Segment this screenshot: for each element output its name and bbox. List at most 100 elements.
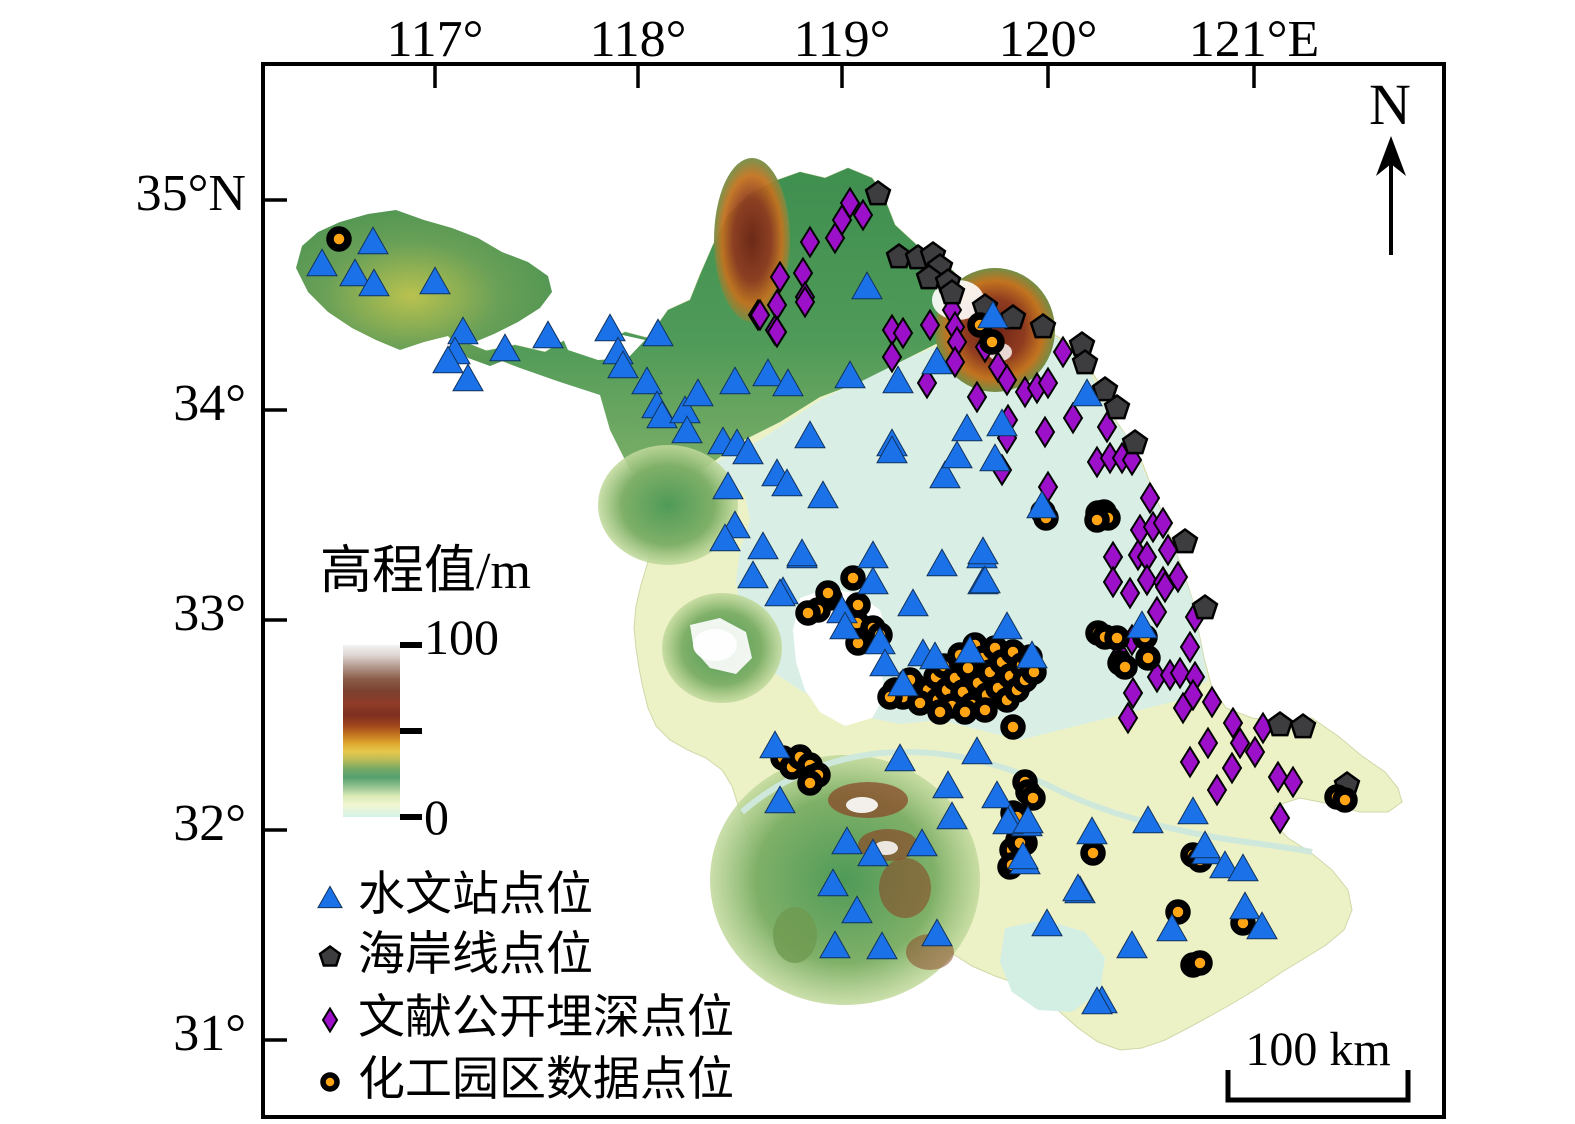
lat-label-31: 31° xyxy=(173,1005,246,1062)
map-frame xyxy=(261,62,1446,1119)
hydro-station-marker xyxy=(719,366,751,395)
hydro-station-marker xyxy=(764,785,796,814)
legend-item-literature-depth: 文献公开埋深点位 xyxy=(358,992,734,1044)
hydro-station-marker xyxy=(712,471,744,500)
literature-depth-marker xyxy=(1136,563,1158,597)
coastline-marker xyxy=(915,263,943,290)
legend-item-coastline: 海岸线点位 xyxy=(358,929,593,981)
coastline-marker xyxy=(1191,593,1219,620)
hydro-station-marker xyxy=(1132,805,1164,834)
hydro-station-marker xyxy=(992,806,1024,835)
gaoyou-lake xyxy=(690,618,752,674)
hydro-station-marker xyxy=(876,435,908,464)
coastline-marker xyxy=(1289,712,1317,739)
hydro-station-marker xyxy=(929,460,961,489)
hydro-station-marker xyxy=(1227,853,1259,882)
hydro-station-marker xyxy=(817,868,849,897)
hydro-station-marker xyxy=(772,368,804,397)
literature-depth-marker xyxy=(1229,726,1251,760)
hydro-station-marker xyxy=(941,440,973,469)
literature-depth-marker xyxy=(799,225,821,259)
literature-depth-marker xyxy=(824,221,846,255)
hydro-station-marker xyxy=(969,565,1001,594)
literature-depth-marker xyxy=(1034,415,1056,449)
lon-label-118: 118° xyxy=(589,11,687,68)
literature-depth-marker xyxy=(966,380,988,414)
chemical-park-marker xyxy=(979,329,1005,355)
lon-label-117: 117° xyxy=(386,11,484,68)
hydro-station-marker xyxy=(631,366,663,395)
hydro-station-marker xyxy=(759,730,791,759)
hydro-station-marker xyxy=(906,828,938,857)
literature-depth-marker xyxy=(1179,630,1201,664)
chemical-park-marker xyxy=(1112,654,1138,680)
hydro-station-marker xyxy=(882,365,914,394)
legend-diamond-icon xyxy=(321,1006,339,1034)
hydro-station-marker xyxy=(306,248,338,277)
hydro-station-marker xyxy=(951,413,983,442)
hydro-station-marker xyxy=(1177,796,1209,825)
literature-depth-marker xyxy=(881,340,903,374)
hydro-station-marker xyxy=(961,736,993,765)
literature-depth-marker xyxy=(1146,595,1168,629)
coastline-marker xyxy=(999,303,1027,330)
lat-label-34: 34° xyxy=(173,375,246,432)
hydro-stations-layer xyxy=(306,226,1278,1015)
hydro-station-marker xyxy=(1116,930,1148,959)
hydro-station-marker xyxy=(977,300,1009,329)
literature-depth-marker xyxy=(1172,691,1194,725)
legend-circle-icon xyxy=(320,1072,340,1092)
hydro-station-marker xyxy=(819,930,851,959)
hydro-station-marker xyxy=(682,378,714,407)
literature-depth-marker xyxy=(1157,533,1179,567)
north-green-band xyxy=(480,168,998,482)
hydro-station-marker xyxy=(1007,841,1039,870)
lat-label-35: 35°N xyxy=(135,165,246,222)
yangtze-river xyxy=(740,748,1313,855)
coastline-marker xyxy=(1171,527,1199,554)
chemical-park-marker xyxy=(840,565,866,591)
hydro-station-marker xyxy=(358,268,390,297)
hydro-station-marker xyxy=(954,635,986,664)
chemical-park-marker xyxy=(795,600,821,626)
literature-depth-marker xyxy=(1122,676,1144,710)
hydro-station-marker xyxy=(991,611,1023,640)
coastline-marker xyxy=(1266,710,1294,737)
hydro-station-marker xyxy=(869,648,901,677)
hydro-station-marker xyxy=(747,531,779,560)
literature-depth-marker xyxy=(892,316,914,350)
literature-depth-marker xyxy=(1096,410,1118,444)
literature-depth-marker xyxy=(1169,656,1191,690)
literature-depth-marker xyxy=(766,315,788,349)
hydro-station-marker xyxy=(1012,805,1044,834)
hydro-station-marker xyxy=(936,801,968,830)
hydro-station-marker xyxy=(594,313,626,342)
literature-depth-marker xyxy=(1167,560,1189,594)
literature-depth-marker xyxy=(1206,773,1228,807)
literature-depth-marker xyxy=(1052,335,1074,369)
hydro-station-marker xyxy=(857,838,889,867)
hydro-station-marker xyxy=(807,480,839,509)
north-arrow xyxy=(1376,136,1406,255)
chemical-park-marker xyxy=(952,699,978,725)
chemical-park-marker xyxy=(1080,840,1106,866)
hydro-station-marker xyxy=(967,536,999,565)
hydro-station-marker xyxy=(919,641,951,670)
chemical-park-marker xyxy=(1332,787,1358,813)
literature-depth-marker xyxy=(749,298,771,332)
scale-bar xyxy=(1225,1070,1411,1103)
literature-depth-marker xyxy=(916,366,938,400)
axis-ticks xyxy=(263,64,1256,1042)
lon-label-119: 119° xyxy=(793,11,891,68)
hydro-station-marker xyxy=(926,548,958,577)
literature-depth-marker xyxy=(1154,570,1176,604)
coastline-marker xyxy=(1071,348,1099,375)
chemical-park-marker xyxy=(1104,625,1130,651)
hydro-station-marker xyxy=(1229,891,1261,920)
literature-depth-marker xyxy=(794,285,816,319)
chemical-park-marker xyxy=(1187,950,1213,976)
legend-pentagon-icon xyxy=(318,944,342,967)
lon-label-121: 121°E xyxy=(1188,11,1320,68)
north-arrow-label: N xyxy=(1369,72,1411,137)
